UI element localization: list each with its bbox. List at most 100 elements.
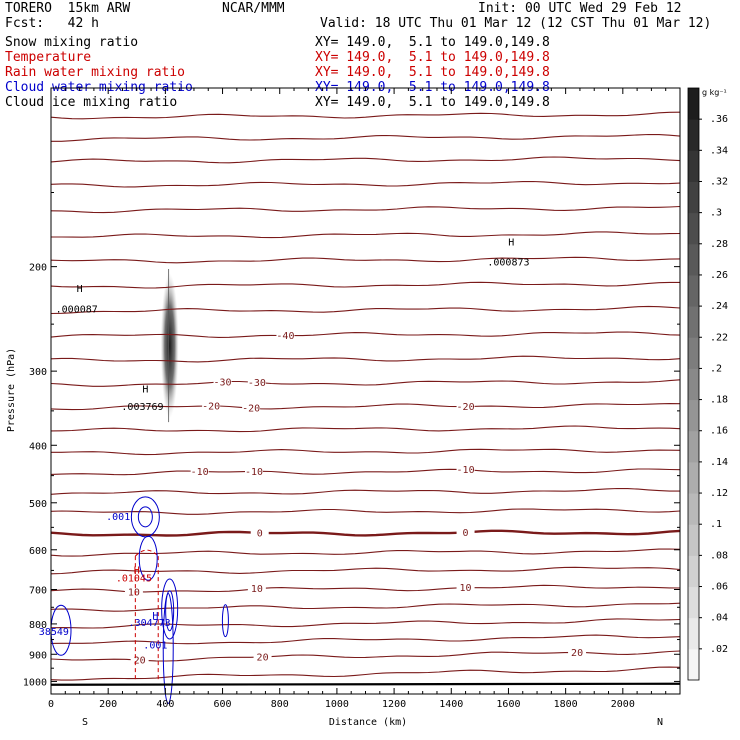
temperature-label-bg: [130, 654, 149, 666]
temperature-label-bg: [213, 375, 232, 387]
cloud-water-contour: [161, 578, 179, 640]
colorbar-segment: [688, 306, 699, 338]
y-tick-label: 1000: [23, 677, 47, 688]
colorbar-tick-label: .28: [710, 239, 728, 250]
field-snow-xy: XY= 149.0, 5.1 to 149.0,149.8: [315, 35, 550, 50]
x-tick-label: 0: [48, 699, 54, 710]
temperature-label-bg: [456, 581, 475, 593]
surface-line: [50, 682, 681, 686]
temperature-label: 0: [257, 528, 263, 539]
temperature-label-bg: [456, 526, 475, 538]
x-tick-label: 1800: [554, 699, 578, 710]
temperature-label: 10: [460, 583, 472, 594]
temperature-label: -30: [248, 378, 266, 389]
temperature-contour-line: [50, 618, 681, 629]
colorbar-segment: [688, 119, 699, 151]
temperature-contours: -40 -30 -30 -20 -20 -20 -10 -10 -10 0 0 10 10 10 20 20 2…: [50, 111, 681, 681]
colorbar-tick-label: .14: [710, 457, 728, 468]
colorbar-tick-label: .34: [710, 145, 728, 156]
temperature-label-bg: [242, 402, 261, 414]
colorbar-tick-label: .08: [710, 550, 728, 561]
colorbar-tick-label: .02: [710, 644, 728, 655]
field-rain-name: Rain water mixing ratio: [5, 65, 186, 80]
colorbar-tick-label: .12: [710, 488, 728, 499]
contour-annotation: .000087: [56, 304, 98, 315]
field-cloud-ice-xy: XY= 149.0, 5.1 to 149.0,149.8: [315, 95, 550, 110]
colorbar-segment: [688, 150, 699, 182]
temperature-label-bg: [456, 463, 475, 475]
field-cloud-ice-name: Cloud ice mixing ratio: [5, 95, 178, 110]
temperature-label: -40: [276, 331, 294, 342]
colorbar-segment: [688, 617, 699, 650]
cloud-water-contour: [221, 604, 229, 638]
colorbar-tick-label: .1: [710, 519, 722, 530]
valid-time: Valid: 18 UTC Thu 01 Mar 12 (12 CST Thu …: [320, 16, 712, 31]
cloud-water-contour: [165, 590, 175, 632]
contour-annotation: H: [77, 284, 83, 295]
contour-annotation: .01045: [116, 574, 152, 585]
colorbar-tick-label: .16: [710, 426, 728, 437]
y-tick-label: 600: [29, 546, 47, 557]
center-label: NCAR/MMM: [222, 1, 285, 16]
contour-annotation: 38549: [39, 627, 69, 638]
colorbar-segment: [688, 648, 699, 681]
rain-contours: [134, 549, 159, 682]
x-tick-label: 2000: [611, 699, 635, 710]
model-title: TORERO 15km ARW: [5, 1, 131, 16]
y-tick-label: 400: [29, 441, 47, 452]
colorbar-tick-label: .32: [710, 176, 728, 187]
colorbar-segment: [688, 337, 699, 369]
x-tick-label: 600: [214, 699, 232, 710]
y-tick-label: 800: [29, 620, 47, 631]
temperature-label: 20: [134, 656, 146, 667]
x-tick-label: 200: [99, 699, 117, 710]
temperature-label: -20: [457, 402, 475, 413]
cloud-water-contour: [138, 535, 158, 581]
temperature-contour-line: [51, 231, 681, 239]
temperature-contour-line: [50, 634, 681, 645]
y-tick-label: 500: [29, 499, 47, 510]
temperature-contour-line: [51, 133, 681, 142]
temperature-label-bg: [202, 399, 221, 411]
colorbar-unit: g kg⁻¹: [702, 88, 727, 97]
contour-annotation: .000873: [487, 258, 529, 269]
temperature-contour-line: [51, 448, 681, 456]
temperature-contour-line: [50, 156, 681, 164]
temperature-contour-line: [50, 584, 681, 593]
x-axis-north-label: N: [657, 717, 663, 728]
y-tick-label: 300: [29, 367, 47, 378]
colorbar-segment: [688, 524, 699, 556]
contour-annotation: H: [134, 565, 140, 576]
axes: 0 200 400 600 800 1000 1200 1400 1600 1800 2000200…: [23, 88, 680, 710]
x-tick-label: 1600: [496, 699, 520, 710]
colorbar-segment: [688, 461, 699, 494]
field-temp-xy: XY= 149.0, 5.1 to 149.0,149.8: [315, 50, 550, 65]
colorbar-segment: [688, 212, 699, 245]
contour-annotation: H: [152, 611, 158, 622]
field-rain-xy: XY= 149.0, 5.1 to 149.0,149.8: [315, 65, 550, 80]
contour-annotation: H: [508, 237, 514, 248]
y-tick-label: 900: [29, 650, 47, 661]
temperature-contour-line: [50, 281, 680, 289]
cloud-water-contour: [130, 496, 160, 538]
colorbar-segment: [688, 586, 699, 619]
temperature-contour-line: [50, 305, 681, 315]
colorbar-tick-label: .04: [710, 613, 728, 624]
temperature-label-bg: [244, 465, 263, 477]
colorbar-border: [687, 87, 700, 681]
temperature-contour-line: [50, 666, 681, 681]
temperature-label-bg: [247, 376, 266, 388]
temperature-contour-line: [50, 403, 681, 411]
colorbar-tick-label: .22: [710, 332, 728, 343]
temperature-label: 0: [463, 528, 469, 539]
colorbar-tick-label: .36: [710, 114, 728, 125]
contour-annotation: H: [142, 384, 148, 395]
temperature-label: 10: [128, 587, 140, 598]
colorbar-segment: [688, 430, 699, 463]
temperature-label-bg: [247, 582, 266, 594]
temperature-label-bg: [276, 329, 295, 341]
temperature-label: -10: [191, 467, 209, 478]
y-axis-label: Pressure (hPa): [6, 348, 17, 432]
colorbar-segment: [688, 493, 699, 525]
